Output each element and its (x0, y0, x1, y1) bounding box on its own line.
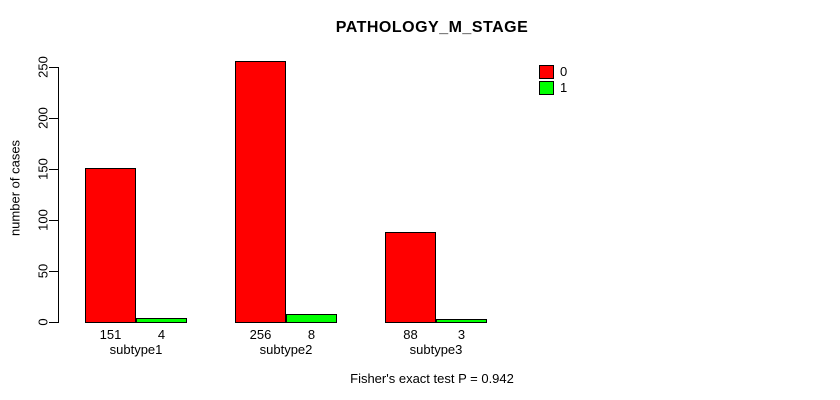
annotation-text: Fisher's exact test P = 0.942 (350, 371, 514, 386)
chart-title: PATHOLOGY_M_STAGE (335, 19, 529, 36)
y-tick-label: 100 (35, 209, 51, 231)
y-tick (49, 322, 58, 323)
bar-value-label: 256 (249, 327, 272, 342)
y-tick-label: 200 (35, 107, 51, 129)
legend-swatch-icon (539, 65, 554, 79)
y-tick-label: 50 (35, 263, 51, 279)
bar-series-0 (385, 232, 436, 323)
y-tick-label: 150 (35, 158, 51, 180)
category-label: subtype1 (109, 342, 163, 357)
y-tick (49, 220, 58, 221)
y-tick (49, 118, 58, 119)
bar-series-1 (286, 314, 337, 323)
bar-value-label: 88 (403, 327, 418, 342)
bar-series-1 (136, 318, 187, 323)
bar-value-label: 4 (157, 327, 166, 342)
category-label: subtype3 (409, 342, 463, 357)
y-tick (49, 271, 58, 272)
bar-value-label: 3 (457, 327, 466, 342)
legend-swatch-icon (539, 81, 554, 95)
legend-item: 0 (539, 64, 567, 80)
y-tick-label: 0 (35, 318, 51, 326)
y-tick-label: 250 (35, 56, 51, 78)
legend-item: 1 (539, 80, 567, 96)
y-tick (49, 67, 58, 68)
y-tick (49, 169, 58, 170)
category-label: subtype2 (259, 342, 313, 357)
bar-value-label: 8 (307, 327, 316, 342)
bar-series-1 (436, 319, 487, 323)
y-axis-label: number of cases (7, 139, 23, 237)
y-axis-line (58, 67, 59, 323)
legend-label: 1 (560, 80, 568, 95)
legend-label: 0 (560, 64, 568, 79)
bar-series-0 (235, 61, 286, 323)
bar-series-0 (85, 168, 136, 323)
bar-value-label: 151 (99, 327, 122, 342)
